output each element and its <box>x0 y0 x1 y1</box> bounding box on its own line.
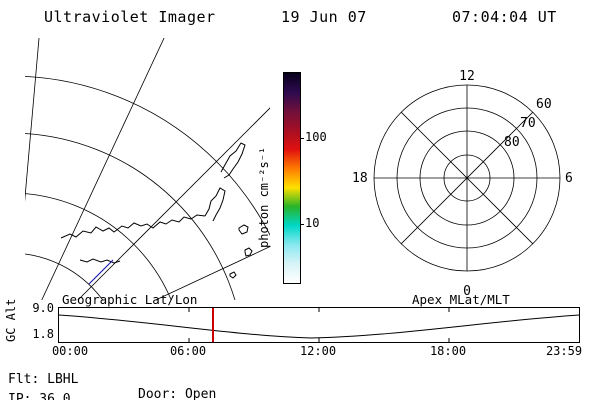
timeline-xtick-0600: 06:00 <box>169 344 207 358</box>
mlat-label-80: 80 <box>504 135 520 150</box>
app-title: Ultraviolet Imager <box>44 8 216 26</box>
geographic-map <box>25 38 270 300</box>
colorbar-unit-label: photon cm⁻²s⁻¹ <box>257 146 271 248</box>
polar-caption: Apex MLat/MLT <box>412 292 510 307</box>
mlt-label-12: 12 <box>459 69 475 84</box>
timeline-ylabel: GC Alt <box>4 298 18 342</box>
timeline-xtick-1200: 12:00 <box>299 344 337 358</box>
colorbar <box>283 72 304 284</box>
map-terminator-line <box>88 259 114 285</box>
status-door: Door: Open <box>138 387 217 400</box>
colorbar-tick-mark-100 <box>300 138 304 140</box>
timeline-xtick-0000: 00:00 <box>51 344 89 358</box>
timeline-xtick-2359: 23:59 <box>545 344 583 358</box>
map-coastlines <box>60 142 253 279</box>
colorbar-tick-100: 100 <box>305 130 327 144</box>
status-flt: Flt: LBHL <box>8 372 79 387</box>
mlat-label-60: 60 <box>536 97 552 112</box>
timeline-ytick-top: 9.0 <box>32 301 54 315</box>
colorbar-gradient <box>284 73 300 283</box>
mlt-label-18: 18 <box>352 171 368 186</box>
mlt-label-6: 6 <box>565 171 573 186</box>
mlat-label-70: 70 <box>520 116 536 131</box>
status-ip: IP: 36.0 <box>8 392 71 400</box>
timeline-plot <box>58 307 580 343</box>
time-cursor <box>212 308 215 342</box>
timeline-axis-ticks <box>188 308 450 342</box>
polar-grid <box>373 84 561 272</box>
status-row-2: IP: 36.0 Gain: 14 Dsp: -5.8 Seq: 39 GLon… <box>0 377 600 400</box>
map-caption: Geographic Lat/Lon <box>62 292 198 307</box>
timeline-xtick-1800: 18:00 <box>429 344 467 358</box>
polar-plot: 12 0 18 6 60 70 80 <box>352 69 573 298</box>
timeline-ytick-bottom: 1.8 <box>32 327 54 341</box>
colorbar-tick-10: 10 <box>305 216 320 230</box>
mlt-label-0: 0 <box>463 284 471 298</box>
colorbar-tick-mark-10 <box>300 224 304 226</box>
status-row-1: Flt: LBHL Door: Open Mode: Normal GC Alt… <box>0 357 600 400</box>
header-time: 07:04:04 UT <box>452 8 557 26</box>
altitude-curve <box>59 308 579 342</box>
header-date: 19 Jun 07 <box>281 8 367 26</box>
